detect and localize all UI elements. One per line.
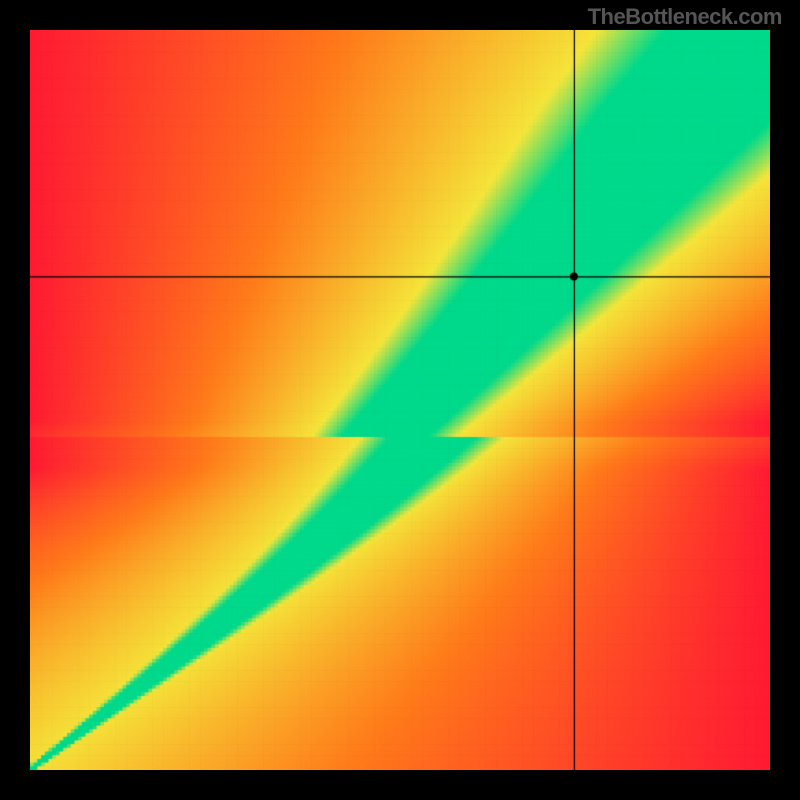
root: { "watermark": { "text": "TheBottleneck.…	[0, 0, 800, 800]
watermark-text: TheBottleneck.com	[588, 4, 782, 30]
bottleneck-heatmap	[30, 30, 770, 770]
